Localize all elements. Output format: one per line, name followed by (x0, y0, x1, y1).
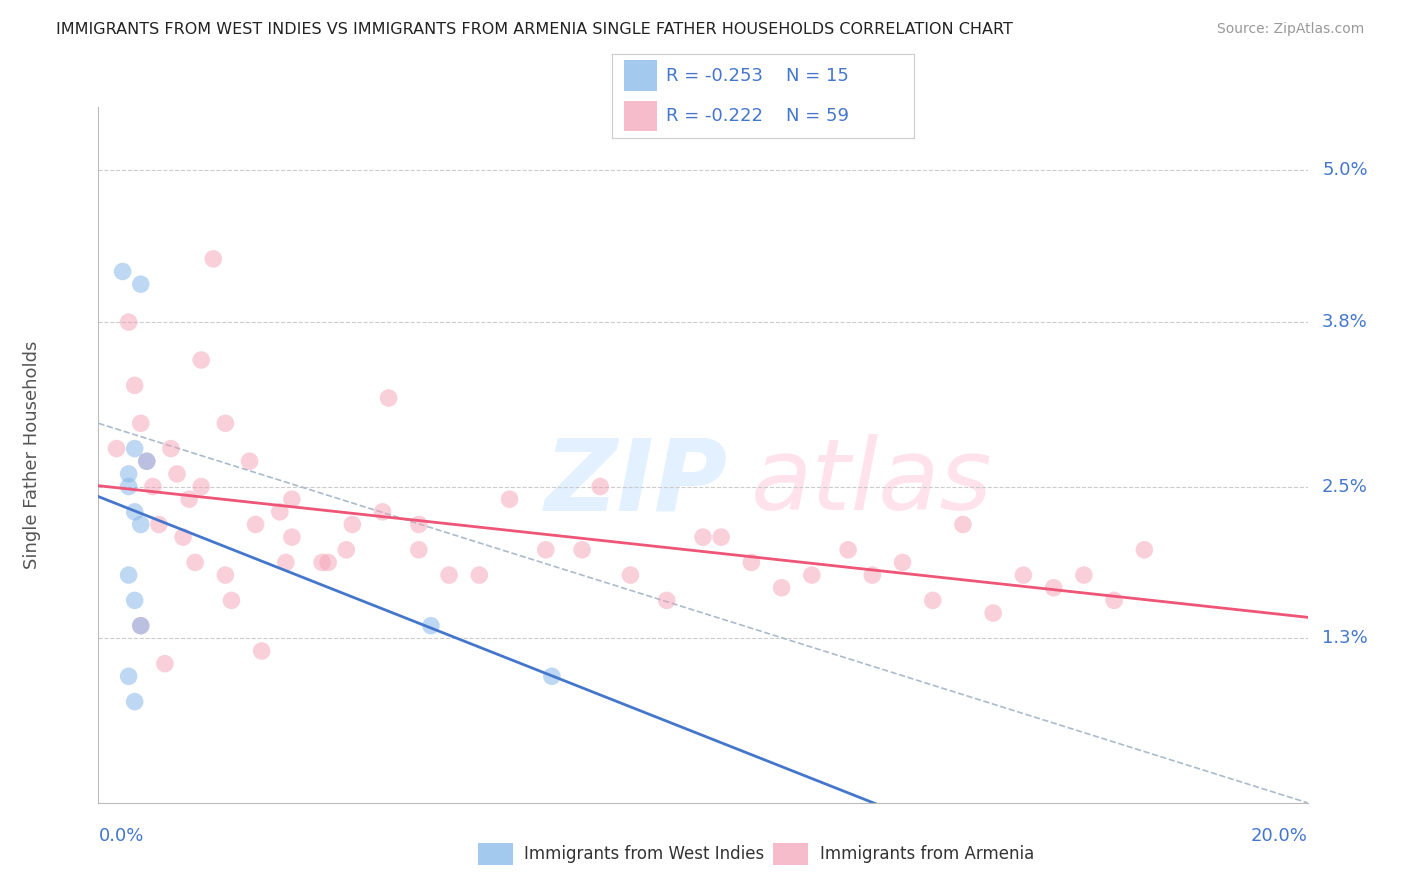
Point (118, 568, 141, 582)
Point (118, 315, 141, 329)
Point (129, 277, 152, 292)
Text: Source: ZipAtlas.com: Source: ZipAtlas.com (1216, 22, 1364, 37)
Point (153, 657, 176, 671)
Point (105, 442, 128, 456)
Point (860, 568, 883, 582)
Text: Immigrants from West Indies: Immigrants from West Indies (524, 845, 765, 863)
Point (124, 593, 146, 607)
Point (534, 542, 557, 557)
Point (274, 556, 297, 570)
Point (571, 542, 593, 557)
Point (124, 378, 146, 392)
Text: Immigrants from Armenia: Immigrants from Armenia (820, 845, 1033, 863)
Point (1012, 568, 1035, 582)
Text: 1.3%: 1.3% (1322, 630, 1368, 648)
Point (202, 252, 225, 266)
Point (129, 517, 152, 532)
Point (245, 517, 267, 532)
Point (770, 581, 793, 595)
Point (239, 454, 262, 468)
Text: 20.0%: 20.0% (1251, 827, 1308, 845)
Point (160, 442, 183, 456)
Text: 3.8%: 3.8% (1322, 313, 1368, 331)
Point (118, 669, 141, 683)
Point (172, 530, 194, 544)
Point (498, 492, 520, 507)
Point (269, 505, 291, 519)
Point (468, 568, 491, 582)
Text: IMMIGRANTS FROM WEST INDIES VS IMMIGRANTS FROM ARMENIA SINGLE FATHER HOUSEHOLDS : IMMIGRANTS FROM WEST INDIES VS IMMIGRANT… (56, 22, 1014, 37)
Text: 5.0%: 5.0% (1322, 161, 1368, 179)
Point (111, 264, 134, 278)
Point (142, 479, 165, 493)
Point (124, 505, 146, 519)
Point (221, 593, 243, 607)
Point (135, 454, 157, 468)
Point (190, 353, 212, 368)
Point (710, 530, 733, 544)
Point (129, 618, 152, 632)
Point (129, 618, 152, 632)
Point (408, 517, 430, 532)
Point (419, 618, 441, 632)
Text: R = -0.253    N = 15: R = -0.253 N = 15 (666, 67, 849, 85)
Point (118, 479, 141, 493)
Point (129, 417, 152, 431)
Point (148, 517, 170, 532)
Point (1073, 568, 1095, 582)
Point (214, 417, 236, 431)
Point (692, 530, 714, 544)
Point (316, 556, 339, 570)
Point (740, 556, 762, 570)
Point (166, 467, 188, 481)
Point (377, 391, 399, 405)
Point (281, 530, 304, 544)
Point (124, 695, 146, 709)
Point (437, 568, 460, 582)
Bar (624, 61, 657, 91)
Text: atlas: atlas (751, 434, 993, 532)
Text: 2.5%: 2.5% (1322, 477, 1368, 496)
Point (335, 542, 357, 557)
Point (891, 556, 914, 570)
Point (619, 568, 641, 582)
Point (250, 644, 273, 658)
Text: ZIP: ZIP (544, 434, 727, 532)
Point (177, 492, 201, 507)
Point (981, 606, 1004, 620)
Point (589, 479, 612, 493)
Point (124, 442, 146, 456)
Text: Single Father Households: Single Father Households (22, 341, 41, 569)
Point (184, 556, 207, 570)
Point (135, 454, 157, 468)
Point (371, 505, 394, 519)
Point (800, 568, 823, 582)
Point (342, 517, 364, 532)
Bar (624, 101, 657, 131)
Point (1102, 593, 1125, 607)
Point (214, 568, 236, 582)
Point (837, 542, 859, 557)
Point (190, 479, 212, 493)
Point (281, 492, 304, 507)
Text: 0.0%: 0.0% (98, 827, 143, 845)
Point (408, 542, 430, 557)
Point (921, 593, 943, 607)
Point (1133, 542, 1156, 557)
Point (952, 517, 974, 532)
Point (118, 467, 141, 481)
Point (311, 556, 333, 570)
Point (655, 593, 678, 607)
Point (1042, 581, 1064, 595)
Point (540, 669, 562, 683)
Text: R = -0.222    N = 59: R = -0.222 N = 59 (666, 107, 849, 125)
